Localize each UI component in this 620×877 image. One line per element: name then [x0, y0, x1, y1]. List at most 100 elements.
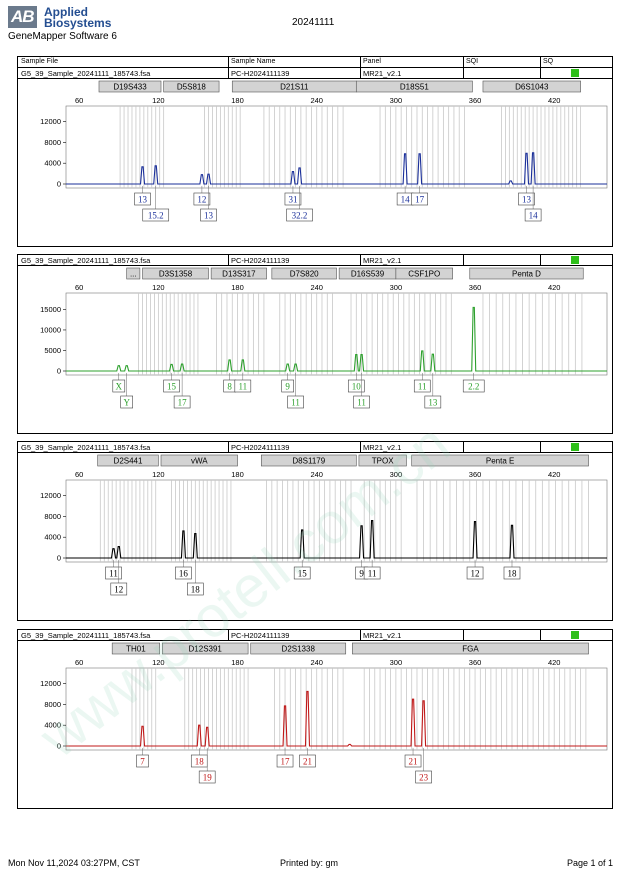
allele-label: 11 [368, 569, 377, 579]
allele-label: 11 [291, 398, 300, 408]
marker-label: Penta E [486, 457, 514, 466]
allele-box [200, 208, 217, 222]
x-tick-label: 180 [231, 658, 244, 667]
marker-1 [160, 454, 238, 467]
allele-label: 8 [227, 382, 232, 392]
allele-box [299, 754, 316, 768]
allele-box [105, 566, 122, 580]
marker-label: D18S51 [400, 83, 429, 92]
marker-4 [411, 454, 589, 467]
allele-label: 2.2 [468, 382, 479, 392]
allele-label: 17 [281, 757, 291, 767]
x-tick-label: 300 [390, 658, 403, 667]
allele-label: 13 [522, 195, 532, 205]
run-name: 20241111 [292, 17, 335, 28]
y-tick-label: 0 [57, 180, 61, 189]
x-tick-label: 300 [390, 470, 403, 479]
sample-file: G5_39_Sample_20241111_185743.fsa [21, 631, 151, 640]
marker-6 [469, 267, 584, 280]
y-tick-label: 4000 [44, 721, 61, 730]
x-tick-label: 240 [310, 658, 323, 667]
allele-label: 18 [195, 757, 205, 767]
allele-box [404, 754, 422, 768]
marker-1 [162, 642, 249, 655]
marker-1 [163, 80, 220, 93]
plot-area [65, 292, 608, 376]
allele-label: 16 [179, 569, 189, 579]
marker-0 [111, 642, 160, 655]
marker-label: D19S433 [113, 83, 147, 92]
page-number: Page 1 of 1 [567, 858, 614, 868]
col-sample-file: Sample File [21, 58, 58, 65]
x-tick-label: 60 [75, 96, 83, 105]
allele-label: 11 [418, 382, 427, 392]
electropherogram-panel-blue: G5_39_Sample_20241111_185743.fsa PC-H202… [17, 67, 613, 247]
sq-status-indicator [571, 69, 579, 77]
allele-label: 15 [167, 382, 177, 392]
x-tick-label: 420 [548, 658, 561, 667]
marker-3 [355, 80, 473, 93]
col-sq: SQ [543, 58, 554, 65]
marker-label: D7S820 [290, 270, 319, 279]
allele-label: 17 [415, 195, 425, 205]
allele-box [142, 208, 170, 222]
allele-label: 21 [409, 757, 418, 767]
marker-label: ... [130, 270, 137, 279]
x-tick-label: 300 [390, 283, 403, 292]
allele-box [415, 770, 432, 784]
sq-status-indicator [571, 443, 579, 451]
logo-mark: AB [8, 6, 37, 28]
allele-label: 13 [428, 398, 438, 408]
marker-label: D5S818 [177, 83, 206, 92]
x-tick-label: 240 [310, 283, 323, 292]
printed-by: Printed by: gm [280, 858, 339, 868]
panel-name: MR21_v2.1 [363, 631, 402, 640]
x-tick-label: 180 [231, 470, 244, 479]
marker-label: TPOX [372, 457, 394, 466]
y-tick-label: 8000 [44, 700, 61, 709]
signal-trace [66, 520, 607, 559]
electropherogram-panel-black: G5_39_Sample_20241111_185743.fsa PC-H202… [17, 441, 613, 621]
sq-status-indicator [571, 631, 579, 639]
logo-text: Applied Biosystems [44, 6, 112, 30]
allele-label: 13 [138, 195, 148, 205]
marker-1 [142, 267, 209, 280]
allele-box [112, 379, 126, 393]
marker-3 [358, 454, 407, 467]
marker-label: D8S1179 [292, 457, 325, 466]
logo-line-2: Biosystems [44, 16, 112, 30]
panel-info-bar: G5_39_Sample_20241111_185743.fsa PC-H202… [18, 68, 612, 79]
col-sample-name: Sample Name [231, 58, 276, 65]
marker-label: FGA [462, 645, 479, 654]
software-name: GeneMapper Software 6 [8, 31, 117, 42]
y-tick-label: 0 [57, 367, 61, 376]
y-tick-label: 5000 [44, 346, 61, 355]
allele-label: 11 [357, 398, 366, 408]
signal-trace [66, 690, 607, 747]
marker-3 [352, 642, 589, 655]
allele-box [281, 379, 294, 393]
allele-box [110, 582, 128, 596]
marker-label: D12S391 [189, 645, 223, 654]
allele-label: 15 [298, 569, 308, 579]
allele-label: 14 [529, 211, 539, 221]
x-tick-label: 180 [231, 283, 244, 292]
x-tick-label: 360 [469, 96, 482, 105]
x-tick-label: 240 [310, 96, 323, 105]
allele-box [175, 566, 192, 580]
allele-box [411, 192, 428, 206]
allele-label: 7 [140, 757, 145, 767]
sample-file: G5_39_Sample_20241111_185743.fsa [21, 69, 151, 78]
allele-box [293, 566, 311, 580]
y-tick-label: 12000 [40, 679, 61, 688]
x-tick-label: 360 [469, 283, 482, 292]
col-sqi: SQI [466, 58, 479, 65]
x-tick-label: 120 [152, 470, 165, 479]
allele-label: 31 [288, 195, 297, 205]
marker-4 [482, 80, 581, 93]
panel-info-bar: G5_39_Sample_20241111_185743.fsa PC-H202… [18, 255, 612, 266]
allele-box [462, 379, 485, 393]
plot-area [65, 479, 608, 563]
